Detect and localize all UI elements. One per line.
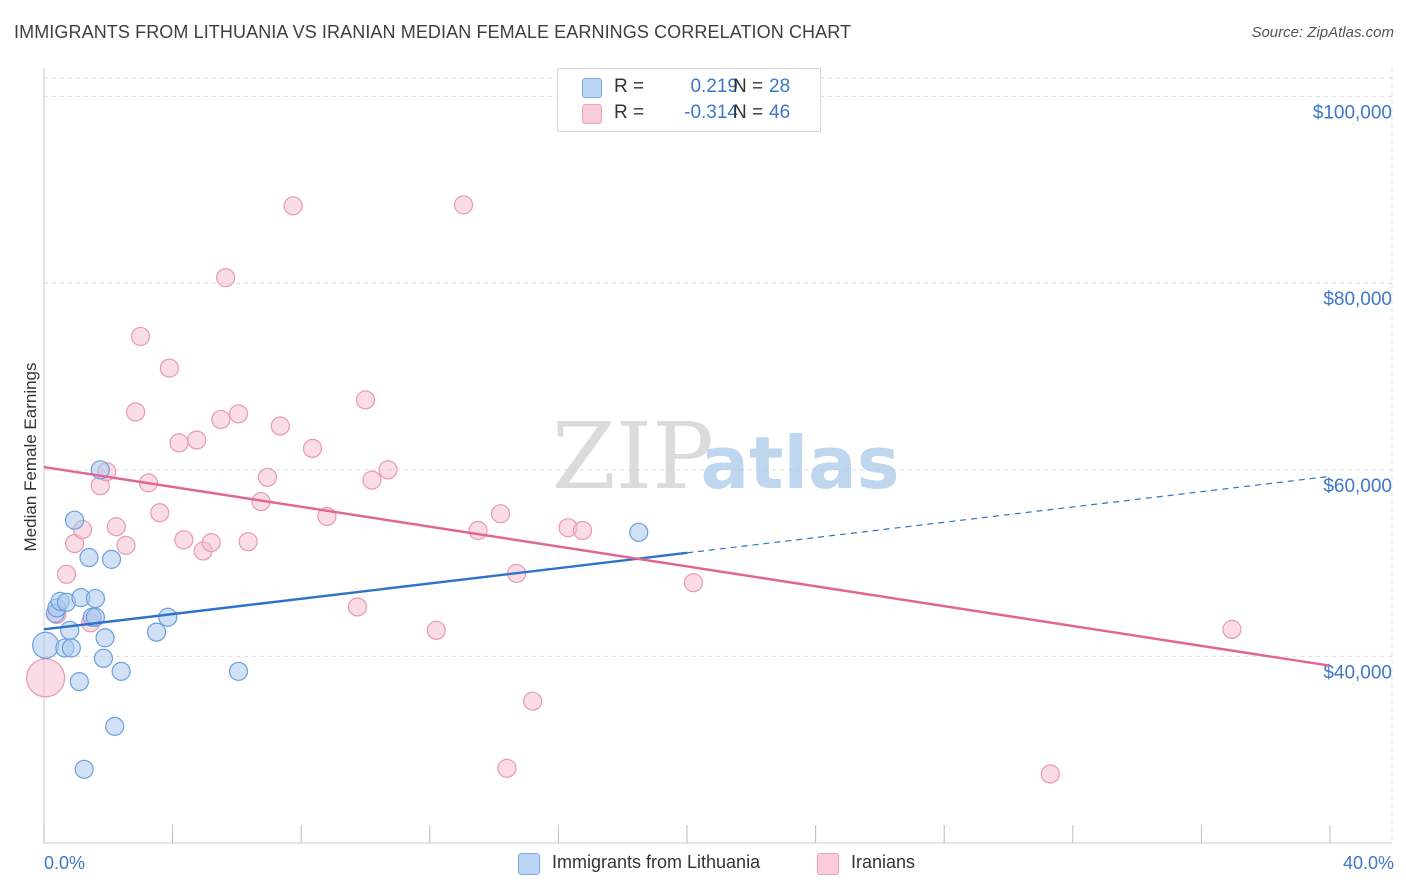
point-lithuania[interactable]: [85, 588, 106, 609]
point-iranians[interactable]: [378, 460, 398, 480]
point-iranians[interactable]: [468, 520, 488, 541]
legend-label: Iranians: [851, 852, 916, 872]
point-iranians[interactable]: [150, 503, 170, 523]
point-iranians[interactable]: [126, 402, 146, 422]
point-iranians[interactable]: [116, 535, 136, 555]
point-iranians[interactable]: [257, 467, 278, 487]
legend-swatch-pink: [817, 853, 839, 875]
x-tick-label: 0.0%: [44, 853, 85, 873]
series-iranians-points: [26, 195, 1242, 784]
y-tick-label: $40,000: [1323, 662, 1392, 683]
point-lithuania[interactable]: [69, 672, 89, 692]
point-iranians[interactable]: [523, 691, 543, 711]
point-lithuania[interactable]: [629, 522, 649, 542]
legend-swatch-blue: [518, 853, 540, 875]
point-iranians[interactable]: [683, 573, 704, 593]
point-lithuania[interactable]: [79, 547, 99, 568]
source-label: Source: ZipAtlas.com: [1251, 24, 1394, 41]
point-iranians[interactable]: [238, 532, 258, 552]
y-tick-label: $80,000: [1323, 289, 1392, 310]
point-lithuania[interactable]: [146, 622, 167, 642]
point-lithuania[interactable]: [74, 759, 94, 779]
point-iranians[interactable]: [174, 530, 194, 550]
y-axis-label: Median Female Earnings: [21, 363, 40, 552]
point-lithuania[interactable]: [158, 607, 178, 627]
trend-line-lithuania: [43, 551, 688, 631]
point-iranians[interactable]: [347, 597, 368, 617]
point-lithuania[interactable]: [32, 631, 60, 659]
point-iranians[interactable]: [572, 520, 593, 541]
point-iranians[interactable]: [216, 268, 236, 288]
point-iranians[interactable]: [1222, 619, 1242, 639]
legend-r-value: 0.219: [690, 76, 738, 97]
y-tick-label: $60,000: [1323, 476, 1392, 497]
y-tick-label: $100,000: [1313, 103, 1392, 124]
legend-n-label: N =: [733, 102, 764, 123]
legend-r-label: R =: [614, 76, 645, 97]
point-iranians[interactable]: [130, 326, 151, 347]
point-iranians[interactable]: [426, 620, 446, 640]
legend-n-label: N =: [733, 76, 764, 97]
point-lithuania[interactable]: [64, 510, 85, 530]
point-lithuania[interactable]: [101, 549, 122, 569]
watermark-atlas: atlas: [700, 421, 899, 505]
legend-r-label: R =: [614, 102, 645, 123]
point-iranians[interactable]: [106, 517, 126, 537]
axis-layer: $40,000 $60,000 $80,000 $100,000 0.0% 40.0%: [43, 68, 1394, 873]
point-lithuania[interactable]: [60, 620, 80, 640]
chart-title: IMMIGRANTS FROM LITHUANIA VS IRANIAN MED…: [14, 22, 852, 42]
point-iranians[interactable]: [187, 430, 207, 450]
legend-label: Immigrants from Lithuania: [552, 852, 761, 872]
point-iranians[interactable]: [56, 564, 77, 584]
point-iranians[interactable]: [211, 409, 231, 430]
point-iranians[interactable]: [302, 438, 323, 458]
point-lithuania[interactable]: [93, 648, 114, 668]
watermark-zip: ZIP: [552, 403, 714, 510]
legend-r-value: -0.314: [684, 102, 738, 123]
point-iranians[interactable]: [355, 390, 376, 410]
legend-n-value: 28: [769, 76, 791, 97]
stats-legend: R = 0.219 N = 28 R = -0.314 N = 46: [557, 68, 821, 132]
point-iranians[interactable]: [26, 658, 66, 698]
watermark: ZIP atlas: [552, 403, 900, 510]
x-tick-label: 40.0%: [1343, 853, 1394, 873]
legend-swatch-pink: [582, 104, 602, 124]
point-iranians[interactable]: [270, 416, 290, 436]
point-iranians[interactable]: [201, 532, 221, 553]
point-lithuania[interactable]: [228, 661, 249, 681]
point-lithuania[interactable]: [111, 661, 131, 681]
point-lithuania[interactable]: [95, 628, 115, 648]
point-iranians[interactable]: [497, 758, 517, 778]
point-iranians[interactable]: [283, 196, 303, 216]
point-iranians[interactable]: [159, 358, 179, 378]
point-iranians[interactable]: [453, 195, 474, 215]
point-iranians[interactable]: [362, 470, 382, 490]
trend-lines: [43, 465, 1331, 667]
legend-n-value: 46: [769, 102, 791, 123]
trend-line-lithuania-extension: [686, 475, 1331, 554]
trend-line-iranians: [43, 465, 1331, 667]
point-iranians[interactable]: [490, 504, 511, 524]
point-lithuania[interactable]: [105, 716, 125, 736]
legend-swatch-blue: [582, 78, 602, 98]
point-iranians[interactable]: [228, 404, 249, 424]
point-iranians[interactable]: [169, 433, 189, 453]
point-lithuania[interactable]: [61, 638, 81, 658]
point-iranians[interactable]: [1040, 764, 1060, 784]
